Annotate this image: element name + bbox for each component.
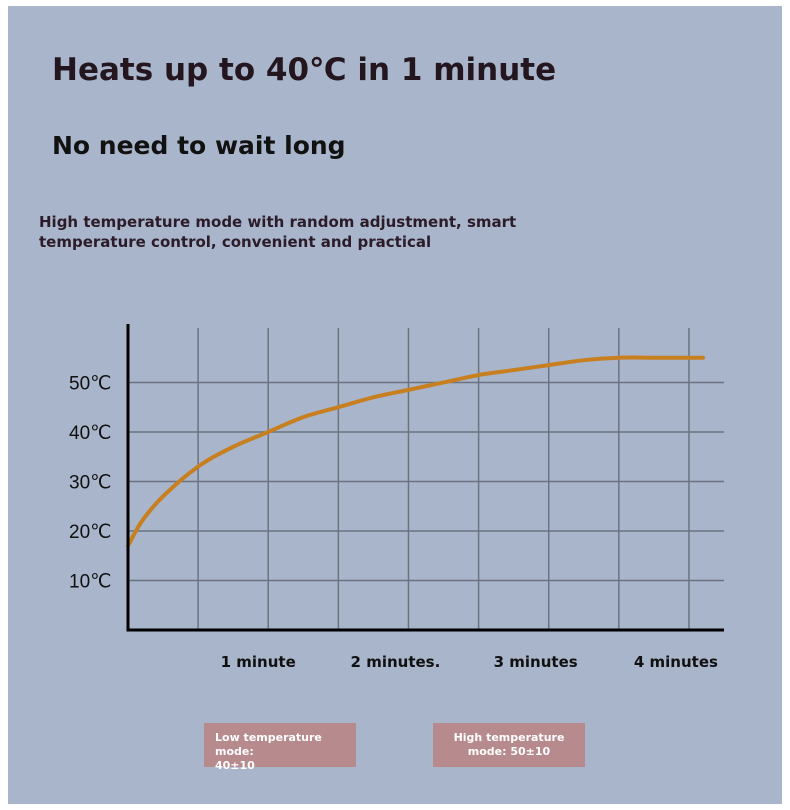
x-tick-label: 1 minute	[221, 653, 296, 671]
subheadline: No need to wait long	[52, 131, 346, 160]
high-temperature-mode-badge: High temperature mode: 50±10	[433, 723, 585, 767]
description-text: High temperature mode with random adjust…	[39, 213, 517, 251]
x-tick-label: 3 minutes	[494, 653, 578, 671]
temperature-curve	[126, 355, 705, 548]
high-mode-label: High temperature	[453, 731, 565, 744]
x-tick-label: 2 minutes.	[351, 653, 441, 671]
low-mode-label: Low temperature mode:	[215, 731, 322, 758]
y-tick-label: 40℃	[69, 423, 111, 444]
y-tick-label: 20℃	[69, 522, 111, 543]
y-tick-label: 30℃	[69, 472, 111, 493]
headline: Heats up to 40℃ in 1 minute	[52, 52, 557, 88]
y-tick-label: 50℃	[69, 373, 111, 394]
x-tick-label: 4 minutes	[634, 653, 718, 671]
low-temperature-mode-badge: Low temperature mode: 40±10	[204, 723, 356, 772]
background-panel: Heats up to 40℃ in 1 minute No need to w…	[8, 6, 782, 804]
y-tick-label: 10℃	[69, 571, 111, 592]
high-mode-value: mode: 50±10	[467, 745, 551, 758]
low-mode-value: 40±10	[215, 759, 255, 772]
temperature-chart: 10℃ 20℃ 30℃ 40℃ 50℃ 1 minute 2 minutes. 3 minut…	[69, 324, 724, 671]
